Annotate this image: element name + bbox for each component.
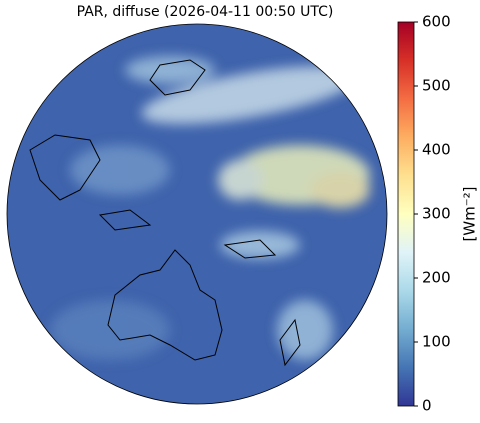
colorbar-tick-label: 300 <box>422 205 451 223</box>
colorbar-tick-label: 400 <box>422 141 451 159</box>
colorbar-tick-label: 200 <box>422 269 451 287</box>
colorbar-label: [Wm⁻²] <box>461 186 479 241</box>
title: PAR, diffuse (2026-04-11 00:50 UTC) <box>77 4 334 20</box>
colorbar-tick-label: 600 <box>422 13 451 31</box>
colorbar-tick-label: 100 <box>422 333 451 351</box>
colorbar-tick-label: 0 <box>422 397 432 415</box>
map <box>7 24 387 404</box>
globe-outline <box>6 23 388 405</box>
colorbar <box>397 21 415 407</box>
colorbar-tick-label: 500 <box>422 77 451 95</box>
